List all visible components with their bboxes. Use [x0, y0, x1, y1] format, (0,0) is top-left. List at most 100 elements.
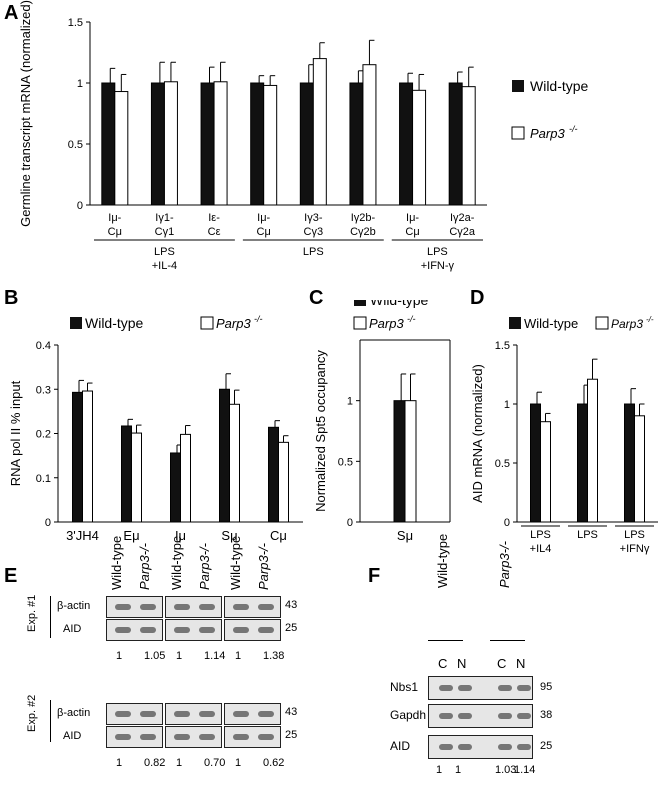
blot-band [439, 713, 453, 719]
bar-parp3 [263, 84, 278, 206]
legend-swatch-wild-type [509, 317, 521, 329]
lane-label: Parp3-/- [197, 543, 212, 590]
x-tick-label: Iε- [208, 212, 220, 224]
x-tick-label: Eμ [123, 528, 139, 543]
blot-box [224, 596, 281, 618]
bar-parp3 [362, 64, 377, 206]
legend-swatch-wild-type [70, 317, 82, 329]
x-tick-label: Sμ [221, 528, 237, 543]
blot-band [439, 744, 453, 750]
blot-band [140, 734, 156, 740]
blot-box [106, 619, 163, 641]
bar-parp3 [180, 433, 191, 523]
blot-band [115, 734, 131, 740]
e-mw-43-1: 43 [285, 599, 298, 611]
bar-parp3 [163, 81, 178, 206]
group-label: LPS [427, 246, 448, 258]
bar-parp3 [213, 81, 228, 206]
y-tick-label: 0.1 [36, 473, 51, 485]
bar-parp3 [404, 400, 417, 523]
x-tick-label: Cμ [257, 226, 271, 238]
blot-band [258, 627, 274, 633]
y-tick-label: 1.5 [495, 340, 510, 352]
blot-band [140, 711, 156, 717]
e-actin-label-2: β-actin [57, 707, 91, 719]
chart-a: 0 0.5 1 1.5 Germline transcript mRNA (normal… [18, 0, 589, 272]
bar-wild-type [101, 82, 116, 206]
blot-band [140, 604, 156, 610]
bar-parp3 [587, 378, 598, 523]
y-tick-label: 0.5 [495, 458, 510, 470]
blot-band [258, 734, 274, 740]
blot-band [233, 604, 249, 610]
y-axis-label: RNA pol II % input [8, 380, 23, 486]
e-aid-label-1: AID [63, 623, 82, 635]
x-tick-label: +IFNγ [620, 543, 650, 555]
blot-band [517, 744, 531, 750]
quant-value: 0.70 [204, 757, 226, 769]
bar-wild-type [170, 452, 181, 523]
quant-value: 0.62 [263, 757, 285, 769]
bar-wild-type [530, 403, 541, 523]
x-tick-label: LPS [530, 529, 551, 541]
x-tick-label: 3'JH4 [66, 528, 99, 543]
lane-label: N [457, 656, 467, 671]
panel-label-d: D [470, 287, 485, 309]
lane-label: Wild-type [228, 535, 243, 590]
quant-value: 1 [455, 764, 462, 776]
bar-wild-type [448, 82, 463, 206]
lane-label: Wild-type [169, 535, 184, 590]
legend-label-parp3: Parp3 [530, 126, 565, 141]
legend-label-parp3: Parp3 [611, 317, 643, 331]
y-tick-label: 0 [77, 200, 83, 212]
legend-swatch-wild-type [512, 80, 524, 92]
group-label: LPS [154, 246, 175, 258]
quant-value: 1.05 [144, 650, 166, 662]
bar-wild-type [121, 425, 132, 523]
blot-box [165, 596, 222, 618]
bar-wild-type [577, 403, 588, 523]
x-tick-label: Iγ2b- [351, 212, 376, 224]
blot-band [258, 604, 274, 610]
legend-label-parp3: Parp3 [369, 316, 404, 331]
blot-band [199, 627, 215, 633]
exp1-label: Exp. #1 [26, 594, 38, 632]
legend-label-wild-type: Wild-type [370, 300, 429, 308]
y-tick-label: 1 [504, 399, 510, 411]
quant-value: 1.03 [495, 764, 517, 776]
mw-label: 25 [540, 740, 553, 752]
blot-box [224, 703, 281, 725]
y-tick-label: 1 [347, 396, 353, 408]
legend-superscript: -/- [646, 315, 654, 324]
blot-band [458, 713, 472, 719]
y-axis-label: AID mRNA (normalized) [470, 364, 485, 503]
blot-band [498, 685, 512, 691]
bar-parp3 [278, 441, 289, 523]
bar-parp3 [634, 415, 645, 523]
e-aid-label-2: AID [63, 730, 82, 742]
x-tick-label: Cγ2b [350, 226, 376, 238]
x-tick-label: Cγ3 [304, 226, 324, 238]
quant-value: 1.14 [204, 650, 226, 662]
row-label: Gapdh [390, 708, 427, 722]
lane-label: N [516, 656, 526, 671]
quant-value: 1 [436, 764, 443, 776]
group-label: LPS [303, 246, 324, 258]
legend-label-wild-type: Wild-type [524, 316, 578, 331]
bar-parp3 [540, 421, 551, 523]
lane-label: Parp3-/- [256, 543, 271, 590]
x-tick-label: Cε [208, 226, 221, 238]
bar-wild-type [268, 426, 279, 523]
blot-band [199, 711, 215, 717]
e-mw-43-2: 43 [285, 706, 298, 718]
blot-band [233, 627, 249, 633]
quant-value: 1.38 [263, 650, 285, 662]
mw-label: 38 [540, 709, 553, 721]
row-label: AID [390, 739, 411, 753]
bar-parp3 [461, 86, 476, 206]
blot-band [498, 713, 512, 719]
blot-band [517, 713, 531, 719]
lane-label: Wild-type [109, 535, 124, 590]
x-tick-label: Cμ [270, 528, 287, 543]
panel-label-c: C [309, 287, 324, 309]
